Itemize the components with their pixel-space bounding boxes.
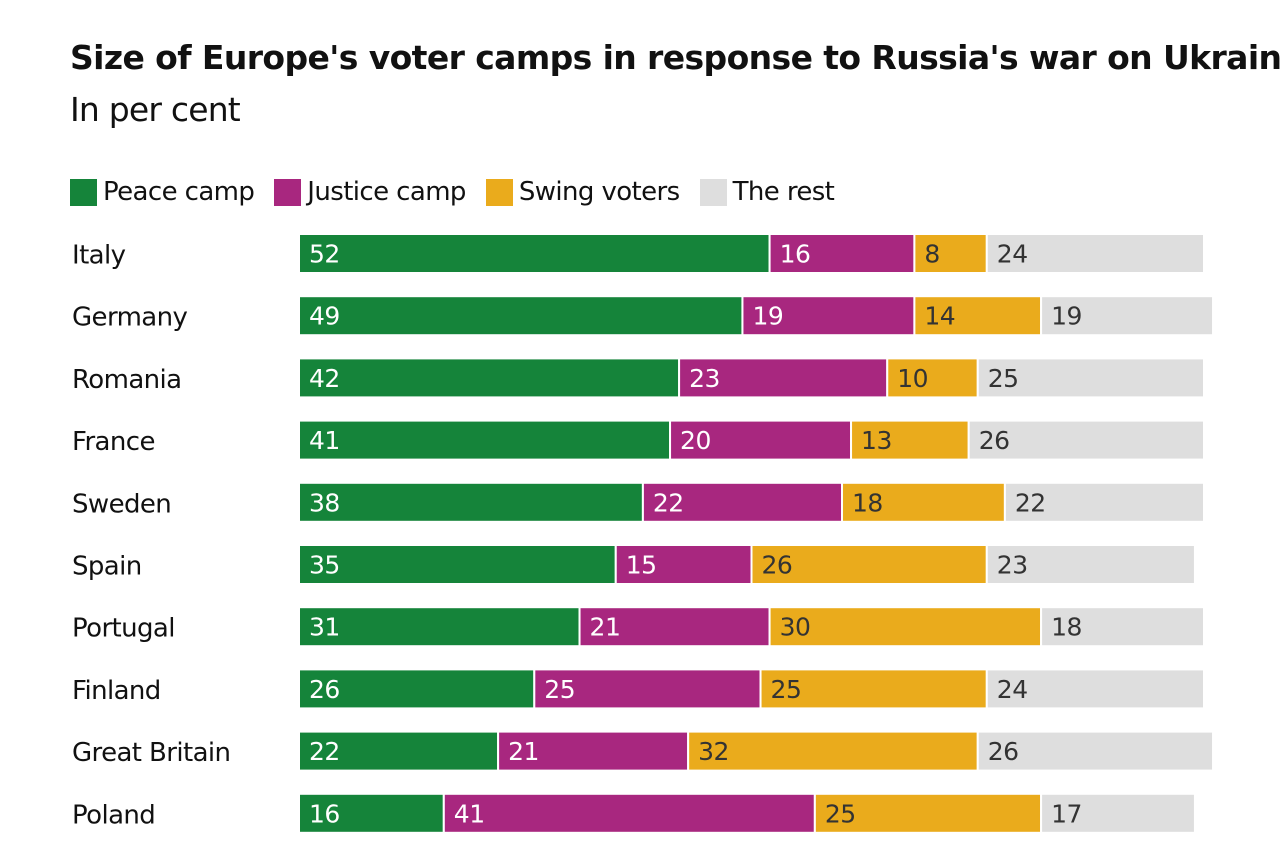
legend-item-swing: Swing voters [485,177,680,207]
bar-segment-rest [985,233,1205,274]
data-label-peace: 42 [309,364,340,393]
data-label-rest: 23 [997,551,1028,580]
data-label-peace: 26 [309,675,340,704]
data-label-justice: 25 [544,675,575,704]
bar-segment-swing [687,730,979,772]
legend-label-swing: Swing voters [518,177,680,207]
chart-subtitle: In per cent [70,90,241,129]
data-label-peace: 52 [309,240,340,269]
bar-segment-justice [741,295,916,337]
category-label: Germany [72,303,188,333]
legend-item-justice: Justice camp [274,177,466,207]
bar-segment-peace [298,792,445,834]
bar-segment-rest [1040,606,1205,648]
bar-segment-justice [442,792,816,834]
data-label-justice: 20 [680,426,711,455]
category-label: Sweden [72,489,171,519]
category-label: Romania [72,365,182,395]
data-label-swing: 18 [852,488,883,517]
bar-segment-peace [298,295,744,337]
data-label-swing: 10 [897,364,928,393]
data-label-justice: 19 [752,302,783,331]
data-label-justice: 16 [780,240,811,269]
data-label-justice: 22 [653,488,684,517]
bar-segment-peace [298,668,536,710]
bar-segment-swing [913,295,1043,337]
bar-segment-rest [985,544,1196,585]
data-label-rest: 18 [1051,613,1082,642]
legend-label-peace: Peace camp [103,177,255,207]
data-label-justice: 23 [689,364,720,393]
chart-legend: Peace camp Justice camp Swing voters The re… [70,174,854,210]
bar-segment-swing [813,792,1043,834]
data-label-rest: 22 [1015,488,1046,517]
legend-item-rest: The rest [699,177,835,207]
bar-segment-peace [298,481,644,523]
bar-segment-peace [298,357,681,399]
legend-swatch-peace [70,178,97,206]
data-label-swing: 30 [780,613,811,642]
data-label-justice: 15 [626,551,657,580]
data-label-swing: 26 [762,551,793,580]
data-label-justice: 41 [454,799,485,828]
legend-item-peace: Peace camp [70,177,255,207]
data-label-rest: 24 [997,240,1028,269]
bar-segment-swing [759,668,988,710]
bar-segment-justice [578,606,771,648]
bar-segment-rest [1040,792,1196,834]
data-label-peace: 35 [309,551,340,580]
data-label-peace: 16 [309,799,340,828]
data-label-peace: 22 [309,737,340,766]
category-label: Great Britain [72,738,230,768]
data-label-rest: 25 [988,364,1019,393]
bar-segment-rest [967,419,1206,461]
data-label-justice: 21 [508,737,539,766]
data-label-rest: 19 [1051,302,1082,331]
category-label: Spain [72,552,142,582]
bar-segment-justice [614,544,753,585]
data-label-rest: 26 [988,737,1019,766]
data-label-justice: 21 [590,613,621,642]
legend-label-rest: The rest [732,177,835,207]
data-label-peace: 38 [309,488,340,517]
data-label-rest: 26 [979,426,1010,455]
category-label: France [72,427,155,457]
data-label-swing: 25 [825,799,856,828]
bar-segment-rest [1040,295,1215,337]
legend-swatch-swing [485,178,513,206]
bar-segment-justice [533,668,762,710]
category-label: Poland [72,800,155,830]
bar-segment-rest [976,730,1215,772]
category-label: Italy [72,241,126,271]
legend-label-justice: Justice camp [307,177,466,207]
legend-swatch-rest [699,178,727,206]
bar-segment-swing [768,606,1043,648]
bar-segment-peace [298,606,581,648]
data-label-peace: 31 [309,613,340,642]
data-label-swing: 8 [924,240,939,269]
bar-segment-rest [976,357,1205,399]
data-label-swing: 13 [861,426,892,455]
category-label: Finland [72,676,161,706]
data-label-peace: 41 [309,426,340,455]
category-label: Portugal [72,614,175,644]
data-label-rest: 17 [1051,799,1082,828]
bar-segment-peace [298,233,771,274]
chart-title: Size of Europe's voter camps in response… [70,38,1280,77]
data-label-swing: 25 [771,675,802,704]
bar-segment-rest [985,668,1205,710]
data-label-rest: 24 [997,675,1028,704]
bar-segment-justice [678,357,889,399]
bar-segment-justice [641,481,844,523]
bar-segment-peace [298,419,672,461]
data-label-swing: 14 [924,302,955,331]
legend-swatch-justice [274,178,302,206]
bar-segment-rest [1003,481,1206,523]
data-label-swing: 32 [698,737,729,766]
data-label-peace: 49 [309,302,340,331]
bar-segment-peace [298,544,617,585]
